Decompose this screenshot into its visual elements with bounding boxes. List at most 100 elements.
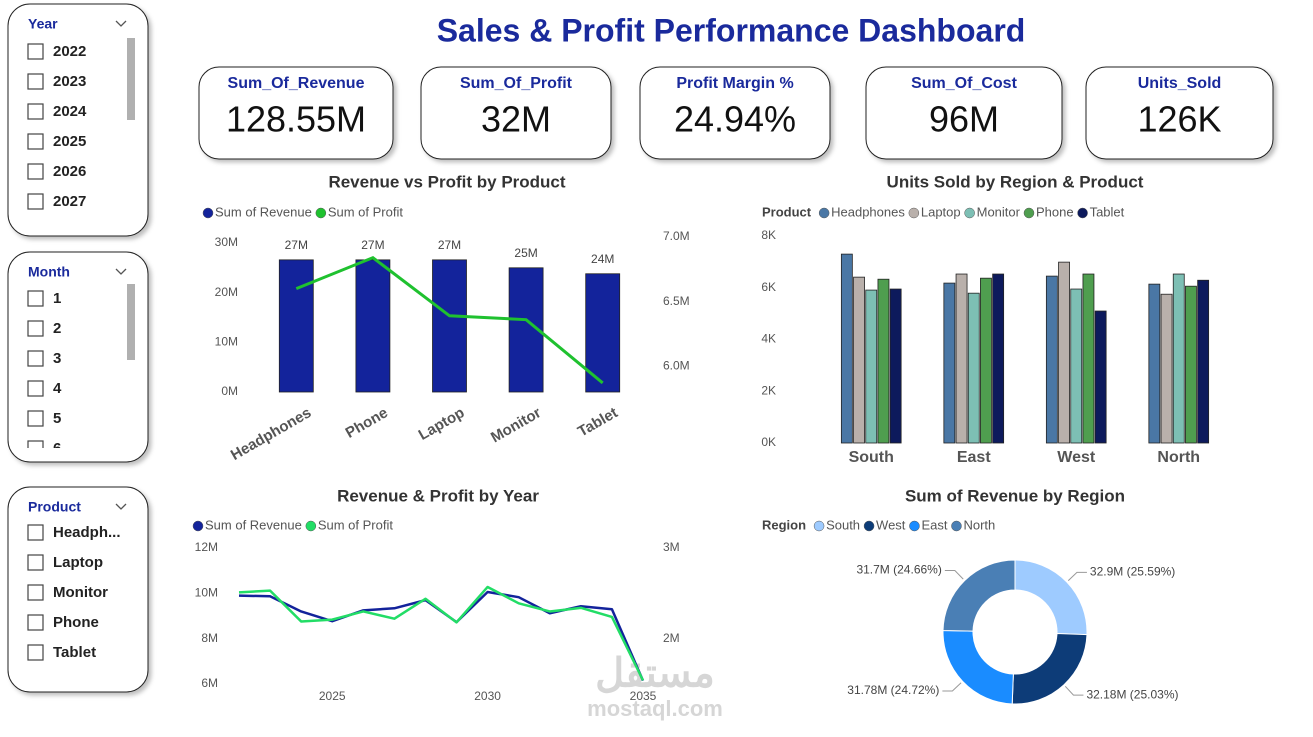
donut-slice: [942, 559, 1016, 632]
data-label: 31.7M (24.66%): [856, 563, 941, 577]
legend-marker: [908, 207, 920, 219]
checkbox[interactable]: [27, 380, 44, 397]
y-tick-label: 0M: [221, 384, 238, 398]
data-label: 32.9M (25.59%): [1090, 565, 1175, 579]
x-tick-label: South: [849, 449, 894, 466]
y-tick-label: 10M: [195, 586, 218, 600]
slicer-item[interactable]: 1: [53, 290, 61, 307]
checkbox[interactable]: [27, 163, 44, 180]
checkbox[interactable]: [27, 584, 44, 601]
checkbox[interactable]: [27, 103, 44, 120]
bar: [865, 289, 878, 444]
y-tick-label: 4K: [761, 332, 776, 346]
leader-line: [944, 570, 964, 580]
chart-title: Units Sold by Region & Product: [887, 172, 1144, 191]
checkbox[interactable]: [27, 350, 44, 367]
scrollbar[interactable]: [127, 284, 135, 360]
x-tick-label: 2025: [319, 689, 346, 703]
bar: [853, 276, 865, 444]
y2-tick-label: 7.0M: [663, 229, 690, 243]
slicer-item[interactable]: Monitor: [53, 584, 108, 601]
data-label: 31.78M (24.72%): [847, 683, 939, 697]
legend-title: Product: [762, 204, 812, 219]
slicer-item[interactable]: 2026: [53, 163, 86, 180]
kpi-label: Units_Sold: [1138, 75, 1222, 92]
legend-marker: [863, 520, 875, 532]
checkbox[interactable]: [27, 410, 44, 427]
slicer-chevron[interactable]: [115, 268, 127, 275]
slicer-item[interactable]: 2027: [53, 193, 86, 210]
y-tick-label: 0K: [761, 435, 776, 449]
y-tick-label: 8M: [201, 631, 218, 645]
legend-marker: [1023, 207, 1035, 219]
slicer-item[interactable]: Laptop: [53, 554, 103, 571]
x-tick-label: Headphones: [228, 404, 314, 464]
checkbox[interactable]: [27, 554, 44, 571]
slicer-item[interactable]: Tablet: [53, 644, 96, 661]
legend-label: Laptop: [921, 204, 961, 219]
checkbox[interactable]: [27, 320, 44, 337]
kpi-label: Sum_Of_Profit: [460, 75, 573, 92]
bar: [943, 282, 956, 444]
checkbox[interactable]: [27, 614, 44, 631]
slicer-title: Product: [28, 499, 81, 515]
x-tick-label: Laptop: [416, 404, 468, 444]
checkbox[interactable]: [27, 440, 44, 456]
bar: [992, 273, 1005, 444]
chart-title: Revenue vs Profit by Product: [328, 172, 565, 191]
bar: [967, 292, 980, 444]
checkbox[interactable]: [27, 644, 44, 661]
kpi-card: [865, 66, 1063, 160]
slicer-chevron[interactable]: [115, 503, 127, 510]
slicer-item[interactable]: Headph...: [53, 524, 121, 541]
line: [295, 255, 604, 385]
slicer-item[interactable]: 2022: [53, 43, 86, 60]
legend-label: Sum of Profit: [328, 204, 404, 219]
slicer-item[interactable]: Phone: [53, 614, 99, 631]
legend-label: West: [876, 517, 906, 532]
y-tick-label: 6K: [761, 280, 776, 294]
leader-line: [1067, 571, 1087, 582]
bar: [1185, 285, 1197, 444]
x-tick-label: Phone: [343, 404, 391, 442]
bar: [1082, 273, 1095, 444]
x-tick-label: Monitor: [488, 404, 544, 446]
kpi-value: 126K: [1137, 99, 1221, 140]
scrollbar[interactable]: [127, 38, 135, 120]
slicer-item[interactable]: 3: [53, 350, 61, 367]
kpi-label: Sum_Of_Revenue: [228, 75, 365, 92]
slicer-item[interactable]: 4: [53, 380, 62, 397]
slicer-title: Year: [28, 16, 58, 32]
data-label: 27M: [438, 238, 461, 252]
dashboard-title: Sales & Profit Performance Dashboard: [437, 12, 1026, 48]
slicer-item[interactable]: 2024: [53, 103, 87, 120]
checkbox[interactable]: [27, 193, 44, 210]
kpi-label: Sum_Of_Cost: [911, 75, 1017, 92]
bar: [955, 273, 968, 444]
donut-slice: [942, 629, 1014, 705]
legend-marker: [818, 207, 830, 219]
slicer-chevron[interactable]: [115, 20, 127, 27]
checkbox[interactable]: [27, 133, 44, 150]
checkbox[interactable]: [27, 524, 44, 541]
slicer-item[interactable]: 2025: [53, 133, 86, 150]
y2-tick-label: 6.5M: [663, 294, 690, 308]
legend-marker: [813, 520, 825, 532]
slicer-item[interactable]: 5: [53, 410, 61, 427]
data-label: 27M: [361, 238, 384, 252]
slicer-item[interactable]: 2: [53, 320, 61, 337]
legend-label: South: [826, 517, 860, 532]
y-tick-label: 30M: [215, 235, 238, 249]
y2-tick-label: 6.0M: [663, 358, 690, 372]
slicer-item[interactable]: 6: [53, 440, 61, 457]
checkbox[interactable]: [27, 73, 44, 90]
slicer-item[interactable]: 2023: [53, 73, 86, 90]
legend-marker: [305, 520, 317, 532]
slicer-items: 1 2 3 4 5 6: [27, 290, 62, 457]
donut-slice: [1014, 559, 1088, 636]
checkbox[interactable]: [27, 290, 44, 307]
checkbox[interactable]: [27, 43, 44, 60]
legend-marker: [192, 520, 204, 532]
slicer-title: Month: [28, 264, 70, 280]
